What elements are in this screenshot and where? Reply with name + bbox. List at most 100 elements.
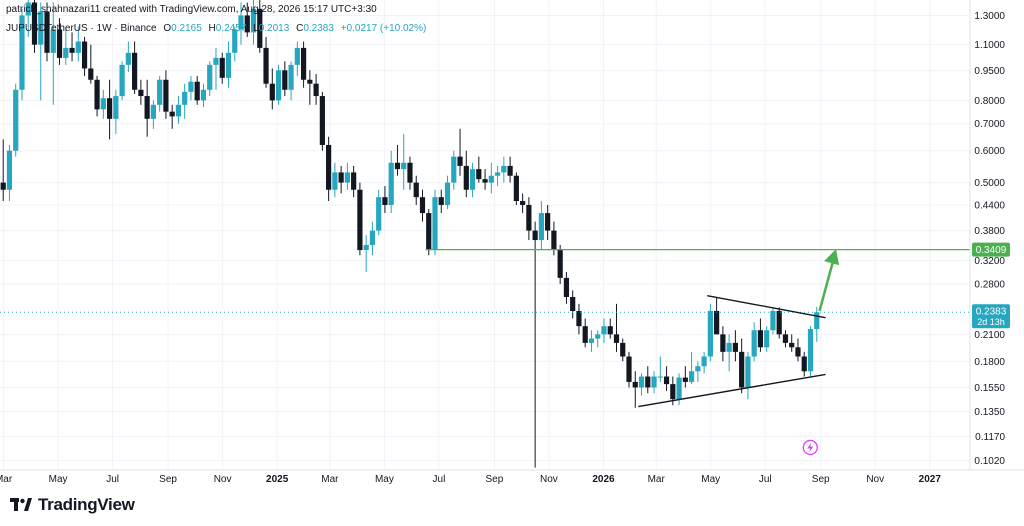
y-tick-label: 0.2800 bbox=[974, 280, 1005, 291]
y-tick-label: 0.1800 bbox=[974, 357, 1005, 368]
candle-body bbox=[313, 83, 319, 97]
candle-body bbox=[213, 57, 219, 65]
candle-body bbox=[363, 244, 369, 251]
candle-body bbox=[307, 79, 313, 84]
y-tick-label: 0.1550 bbox=[974, 383, 1005, 394]
candle-body bbox=[413, 182, 419, 198]
candle-body bbox=[194, 81, 200, 101]
candle-body bbox=[119, 64, 125, 97]
candle-body bbox=[19, 15, 25, 90]
bar-countdown-label: 2d 13h bbox=[977, 317, 1005, 327]
candle-body bbox=[219, 57, 225, 78]
x-tick-label: Jul bbox=[106, 474, 119, 485]
x-tick-label: Nov bbox=[866, 474, 884, 485]
candle-body bbox=[388, 162, 394, 205]
candle-body bbox=[764, 330, 770, 348]
candle-body bbox=[113, 96, 119, 119]
candle-body bbox=[507, 165, 513, 176]
x-tick-label: Sep bbox=[159, 474, 177, 485]
candles bbox=[0, 0, 820, 468]
candle-body bbox=[6, 150, 13, 190]
symbol-legend[interactable]: JUPUSDTetherUS · 1W · Binance O0.2165 H0… bbox=[6, 23, 426, 34]
candle-body bbox=[682, 377, 688, 382]
target-price-tag bbox=[972, 242, 1010, 257]
candle-body bbox=[451, 156, 457, 183]
candle-body bbox=[701, 356, 707, 367]
x-tick-label: 2026 bbox=[592, 474, 615, 485]
candle-body bbox=[394, 162, 401, 170]
candle-body bbox=[225, 52, 232, 78]
candle-body bbox=[75, 41, 81, 53]
candle-body bbox=[182, 91, 188, 105]
y-tick-label: 0.3800 bbox=[974, 226, 1005, 237]
candle-body bbox=[601, 326, 607, 335]
symbol-name[interactable]: JUPUSDTetherUS · 1W · Binance bbox=[6, 23, 157, 34]
candle-body bbox=[319, 96, 325, 145]
low-label: L bbox=[253, 23, 259, 34]
open-value: 0.2165 bbox=[171, 23, 202, 34]
current-price-tag bbox=[972, 304, 1010, 329]
candle-body bbox=[407, 162, 413, 183]
candle-body bbox=[494, 172, 501, 176]
candle-body bbox=[94, 79, 100, 110]
candle-body bbox=[250, 8, 257, 33]
high-label: H bbox=[208, 23, 216, 34]
y-tick-label: 1.3000 bbox=[974, 11, 1005, 22]
candle-body bbox=[106, 98, 113, 119]
breakout-arrow-shaft bbox=[818, 260, 835, 312]
tradingview-logo-icon bbox=[10, 498, 32, 511]
tradingview-logo[interactable]: TradingView bbox=[10, 495, 135, 515]
candle-body bbox=[651, 376, 657, 388]
y-tick-label: 0.2100 bbox=[974, 330, 1005, 341]
candle-body bbox=[38, 11, 44, 45]
candle-body bbox=[469, 169, 476, 190]
triangle-lower-trendline bbox=[638, 373, 826, 408]
candle-body bbox=[263, 47, 269, 84]
candle-body bbox=[513, 175, 519, 202]
candle-body bbox=[613, 334, 620, 343]
candle-body bbox=[726, 342, 732, 352]
candle-body bbox=[638, 376, 645, 388]
candle-body bbox=[56, 29, 63, 58]
drawings bbox=[0, 248, 970, 456]
triangle-upper-trendline bbox=[707, 294, 826, 319]
y-tick-label: 0.1020 bbox=[974, 456, 1005, 467]
candle-body bbox=[720, 334, 726, 352]
candle-body bbox=[13, 89, 19, 151]
candle-body bbox=[88, 68, 94, 80]
candle-body bbox=[476, 169, 482, 180]
time-axis[interactable]: Mar May Jul Sep Nov 2025 Mar May Jul Sep Nov 2026 Ma… bbox=[0, 474, 941, 485]
candle-body bbox=[50, 29, 56, 53]
candle-body bbox=[663, 376, 670, 385]
candle-body bbox=[157, 79, 163, 105]
candle-body bbox=[0, 182, 6, 190]
x-tick-label: Sep bbox=[485, 474, 503, 485]
price-axis[interactable]: 1.3000 1.1000 0.9500 0.8000 0.7000 0.6000 0.50… bbox=[974, 11, 1005, 467]
chart-header: patrick_shahnazari11 created with Tradin… bbox=[6, 4, 377, 15]
candle-body bbox=[739, 351, 745, 388]
candle-body bbox=[144, 96, 150, 119]
x-tick-label: Nov bbox=[540, 474, 558, 485]
candle-body bbox=[332, 172, 338, 190]
candle-body bbox=[282, 70, 288, 90]
current-price-tag-label: 0.2383 bbox=[976, 307, 1007, 318]
x-tick-label: Mar bbox=[0, 474, 13, 485]
candle-body bbox=[695, 366, 701, 372]
candle-body bbox=[545, 213, 551, 231]
y-tick-label: 0.3200 bbox=[974, 256, 1005, 267]
candle-body bbox=[782, 334, 789, 343]
candle-body bbox=[294, 47, 300, 65]
candle-body bbox=[138, 89, 144, 97]
x-tick-label: Jul bbox=[433, 474, 446, 485]
y-tick-label: 1.1000 bbox=[974, 40, 1005, 51]
candle-body bbox=[150, 104, 156, 119]
candle-body bbox=[538, 213, 544, 241]
candle-body bbox=[814, 312, 820, 330]
candle-body bbox=[482, 179, 488, 183]
candle-body bbox=[200, 89, 207, 101]
candle-body bbox=[63, 47, 69, 58]
candle-body bbox=[745, 356, 751, 388]
candle-body bbox=[269, 83, 275, 101]
